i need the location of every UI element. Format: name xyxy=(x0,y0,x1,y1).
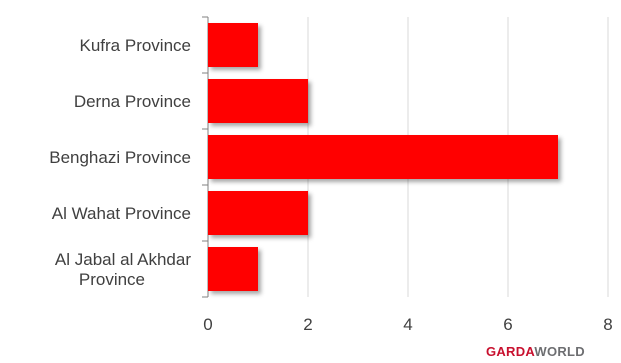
x-tick-labels: 0 2 4 6 8 xyxy=(203,315,612,334)
category-labels: Kufra Province Derna Province Benghazi Pro… xyxy=(49,36,191,289)
category-label: Derna Province xyxy=(74,92,191,111)
y-axis xyxy=(202,16,209,298)
gardaworld-logo: GARDAWORLD xyxy=(485,344,585,359)
bar-4 xyxy=(208,247,258,291)
category-label: Al Wahat Province xyxy=(52,204,191,223)
x-tick-label-4: 4 xyxy=(403,315,412,334)
bar-2 xyxy=(208,135,558,179)
bar-3 xyxy=(208,191,308,235)
category-label: Al Jabal al Akhdar Province xyxy=(55,250,191,289)
x-tick-label-8: 8 xyxy=(603,315,612,334)
x-tick-label-2: 2 xyxy=(303,315,312,334)
bar-0 xyxy=(208,23,258,67)
bar-1 xyxy=(208,79,308,123)
bars xyxy=(208,23,558,291)
category-label: Kufra Province xyxy=(80,36,192,55)
category-label: Benghazi Province xyxy=(49,148,191,167)
x-tick-label-6: 6 xyxy=(503,315,512,334)
x-tick-label-0: 0 xyxy=(203,315,212,334)
